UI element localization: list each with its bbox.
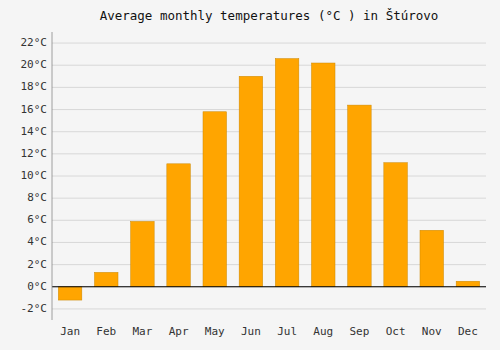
title: Average monthly temperatures (°C ) in Št… — [100, 8, 439, 23]
grid-line — [52, 43, 486, 44]
y-tick-label: 2°C — [27, 258, 47, 271]
bar — [456, 281, 480, 287]
bar — [131, 221, 155, 286]
grid-line — [52, 87, 486, 88]
x-tick-label: Jun — [241, 325, 261, 338]
bar — [420, 230, 444, 286]
chart-svg: -2°C 0°C 2°C 4°C 6°C 8°C 10°C 12°C 14°C 16°C 18°C 2… — [0, 0, 500, 350]
bar — [239, 76, 263, 286]
grid-line — [52, 176, 486, 177]
y-tick-label: 12°C — [21, 147, 48, 160]
grid-line — [52, 131, 486, 132]
x-tick-label: Dec — [458, 325, 478, 338]
bar — [203, 112, 227, 287]
x-tick-label: Mar — [132, 325, 152, 338]
y-tick-label: 16°C — [21, 103, 48, 116]
grid-line — [52, 65, 486, 66]
y-tick-label: 14°C — [21, 125, 48, 138]
chart-container: -2°C 0°C 2°C 4°C 6°C 8°C 10°C 12°C 14°C 16°C 18°C 2… — [0, 0, 500, 350]
bar — [348, 105, 372, 287]
x-tick-label: Jan — [60, 325, 80, 338]
x-tick-label: Sep — [349, 325, 369, 338]
x-tick-label: May — [205, 325, 225, 338]
x-tick-label: Feb — [96, 325, 116, 338]
x-ticks: Jan Feb Mar Apr May Jun Jul Aug Sep Oct Nov Dec — [60, 325, 478, 338]
bars — [58, 59, 479, 300]
x-tick-label: Aug — [313, 325, 333, 338]
bar — [58, 287, 82, 300]
bar — [275, 59, 299, 287]
x-tick-label: Jul — [277, 325, 297, 338]
y-tick-label: 10°C — [21, 169, 48, 182]
y-tick-label: 8°C — [27, 191, 47, 204]
bar — [311, 63, 335, 287]
bar — [94, 272, 118, 286]
y-tick-label: 18°C — [21, 80, 48, 93]
bar — [167, 164, 191, 287]
y-ticks: -2°C 0°C 2°C 4°C 6°C 8°C 10°C 12°C 14°C 16°C 18°C 2… — [21, 36, 48, 315]
y-tick-label: -2°C — [21, 302, 48, 315]
grid-line — [52, 286, 486, 287]
grid-line — [52, 198, 486, 199]
grid-line — [52, 308, 486, 309]
x-tick-label: Oct — [386, 325, 406, 338]
y-tick-label: 4°C — [27, 235, 47, 248]
y-tick-label: 6°C — [27, 213, 47, 226]
bar — [384, 163, 408, 287]
y-tick-label: 22°C — [21, 36, 48, 49]
baseline — [52, 286, 486, 287]
grid-line — [52, 153, 486, 154]
grid-line — [52, 109, 486, 110]
y-tick-label: 0°C — [27, 280, 47, 293]
y-axis-line — [52, 32, 53, 320]
x-tick-label: Nov — [422, 325, 442, 338]
grid-line — [52, 220, 486, 221]
x-tick-label: Apr — [169, 325, 189, 338]
grid — [52, 43, 486, 309]
y-tick-label: 20°C — [21, 58, 48, 71]
background — [0, 0, 500, 350]
